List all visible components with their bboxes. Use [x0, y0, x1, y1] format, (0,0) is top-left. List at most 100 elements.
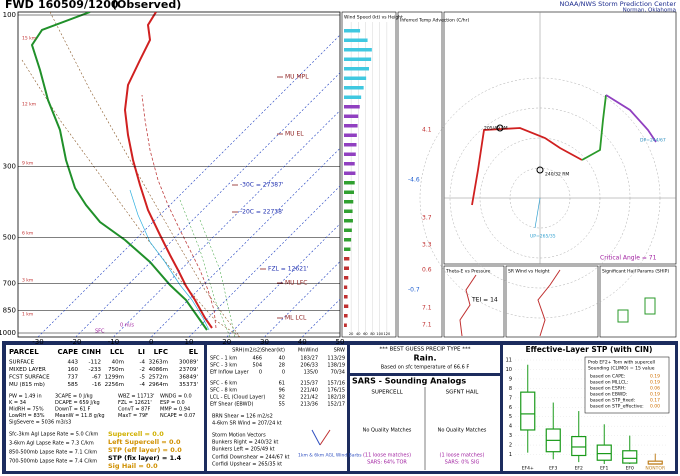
agency: NOAA/NWS Storm Prediction Center — [560, 0, 677, 8]
parcel-cell: -4 — [140, 360, 146, 366]
annotation: ML LCL — [285, 315, 307, 322]
wind-bar — [344, 105, 360, 109]
wind-bar — [344, 48, 372, 52]
prob-cell: based on EBWD: — [590, 392, 627, 398]
stp-tick: 4 — [509, 424, 512, 430]
stp-tick: 9 — [509, 376, 512, 382]
height-label: 9 km — [22, 161, 33, 167]
kin-header: Shear(kt) — [262, 348, 285, 354]
parcel-cell: -2 — [140, 367, 145, 373]
location: Norman, Oklahoma — [623, 8, 676, 14]
dewpoint-profile — [30, 12, 208, 331]
kin-cell: 157/16 — [327, 381, 345, 387]
index: MaxT = 79F — [118, 413, 148, 419]
index: MeanW = 11.8 g/kg — [55, 413, 105, 419]
hodo-trace-low — [471, 127, 583, 206]
composite: STP (fix layer) = 1.4 — [108, 454, 182, 462]
parcel-cell: -112 — [89, 360, 101, 366]
storm-line: Bunkers Right = 240/32 kt — [212, 440, 278, 446]
kin-cell: 40 — [279, 356, 285, 362]
composite: Supercell = 0.0 — [108, 430, 164, 438]
wind-bar — [344, 228, 352, 232]
parcel-cell: 160 — [68, 367, 79, 373]
parcel-cell: 2572m — [149, 375, 168, 381]
annotation: -20C = 22738' — [240, 209, 284, 216]
wind-bar — [344, 143, 357, 147]
parcel-cell: 2256m — [105, 382, 124, 388]
wind-bar — [344, 247, 351, 251]
sfc-wind: 0 m/s — [120, 323, 134, 329]
sr-wind-frame — [505, 265, 599, 338]
kin-cell: SFC - 8 km — [210, 388, 237, 394]
storm-line: Corfidi Upshear = 265/35 kt — [212, 462, 282, 468]
hodo-ring — [509, 167, 571, 229]
temp-label: 20 — [222, 338, 231, 346]
wind-bar — [344, 266, 349, 270]
wind-bar — [344, 209, 353, 213]
composite: Sig Hail = 0.0 — [108, 462, 158, 470]
parcel-cell: SURFACE — [9, 360, 35, 366]
wind-bar — [344, 219, 353, 223]
index: K = 34 — [9, 400, 26, 406]
parcel-cell: 2964m — [149, 382, 168, 388]
prob-cell: 0.19 — [650, 374, 660, 380]
stp-tick: 7 — [509, 395, 512, 401]
isotherm — [75, 72, 340, 337]
parcel-cell: 36849' — [179, 375, 198, 381]
isotherm — [37, 34, 340, 337]
ship-frame — [599, 265, 677, 338]
height-label: 12 km — [22, 102, 36, 108]
corfidi-vector — [534, 197, 541, 229]
hodo-ring — [419, 77, 661, 319]
stp-category: EF1 — [600, 466, 608, 472]
wind-bar — [344, 190, 354, 194]
kin-cell: 92 — [279, 395, 285, 401]
sars-matches: No Quality Matches — [363, 428, 412, 434]
precip-box — [350, 345, 500, 373]
index: NCAPE = 0.07 — [160, 413, 195, 419]
temp-label: 30 — [260, 338, 269, 346]
barb — [311, 429, 321, 446]
advection-value: 4.1 — [422, 127, 432, 134]
parcel-cell: 23709' — [179, 367, 198, 373]
precip-type: Rain. — [413, 354, 436, 363]
prob-cell: based on MLLCL: — [590, 380, 628, 386]
temp-label: -30 — [32, 338, 43, 346]
kin-header: SRH(m2/s2) — [232, 348, 262, 354]
critical-angle: Critical Angle = 71 — [600, 255, 657, 262]
kin-cell: 152/17 — [327, 402, 345, 408]
parcel-cell: 4086m — [149, 367, 168, 373]
stp-tick: 5 — [509, 414, 512, 420]
kin-cell: 0 — [259, 370, 262, 376]
sars-title: SARS - Sounding Analogs — [352, 377, 466, 386]
kin-header: MnWind — [298, 348, 318, 354]
hodo-label: 205/49 LM — [484, 126, 508, 132]
stp-category: EF2 — [575, 466, 583, 472]
prob-cell: based on STP_fixed: — [590, 398, 635, 404]
prob-cell: 0.17 — [650, 398, 660, 404]
precip-title: *** BEST GUESS PRECIP TYPE *** — [380, 347, 471, 353]
annotation: -30C = 27387' — [240, 182, 284, 189]
stp-box — [520, 391, 536, 431]
isotherm — [188, 185, 340, 337]
advection-value: 3.7 — [422, 215, 432, 222]
wind-bar — [344, 295, 348, 299]
wind-bar — [344, 152, 356, 156]
wind-bar — [344, 238, 352, 242]
sars-loose: (1 loose matches) — [440, 453, 485, 459]
parcel-header: LFC — [154, 348, 168, 356]
pressure-label: 700 — [3, 280, 16, 288]
stp-category: EF3 — [549, 466, 557, 472]
kin-cell: 215/37 — [300, 381, 318, 387]
wind-bar — [344, 304, 349, 308]
wind-tick: 20 — [349, 332, 353, 336]
parcel-header: EL — [189, 348, 199, 356]
wind-bar — [344, 29, 361, 33]
prob-cell: 0.19 — [650, 392, 660, 398]
stp-tick: 11 — [506, 358, 512, 364]
mixing-ratio — [199, 219, 236, 337]
advection-value: -0.7 — [408, 287, 420, 294]
wind-bar — [344, 162, 355, 166]
hodo-label: 240/32 RM — [545, 172, 569, 178]
stp-box — [596, 444, 612, 461]
